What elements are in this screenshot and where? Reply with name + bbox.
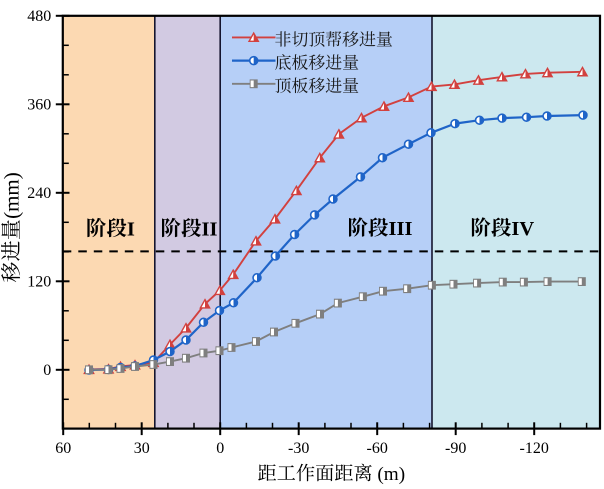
svg-text:I: I <box>127 218 135 240</box>
svg-text:-120: -120 <box>520 440 549 457</box>
svg-text:120: 120 <box>27 274 51 291</box>
svg-text:IV: IV <box>511 218 534 240</box>
svg-text:II: II <box>202 218 218 240</box>
svg-text:(mm): (mm) <box>0 172 23 219</box>
svg-text:-60: -60 <box>367 440 388 457</box>
svg-text:III: III <box>389 218 413 240</box>
svg-text:-30: -30 <box>288 440 309 457</box>
svg-text:60: 60 <box>55 440 71 457</box>
svg-text:480: 480 <box>27 8 51 25</box>
svg-text:360: 360 <box>27 97 51 114</box>
svg-text:0: 0 <box>216 440 224 457</box>
svg-text:-90: -90 <box>445 440 466 457</box>
svg-text:(m): (m) <box>377 464 405 485</box>
svg-text:30: 30 <box>134 440 150 457</box>
svg-text:0: 0 <box>43 362 51 379</box>
svg-text:240: 240 <box>27 185 51 202</box>
